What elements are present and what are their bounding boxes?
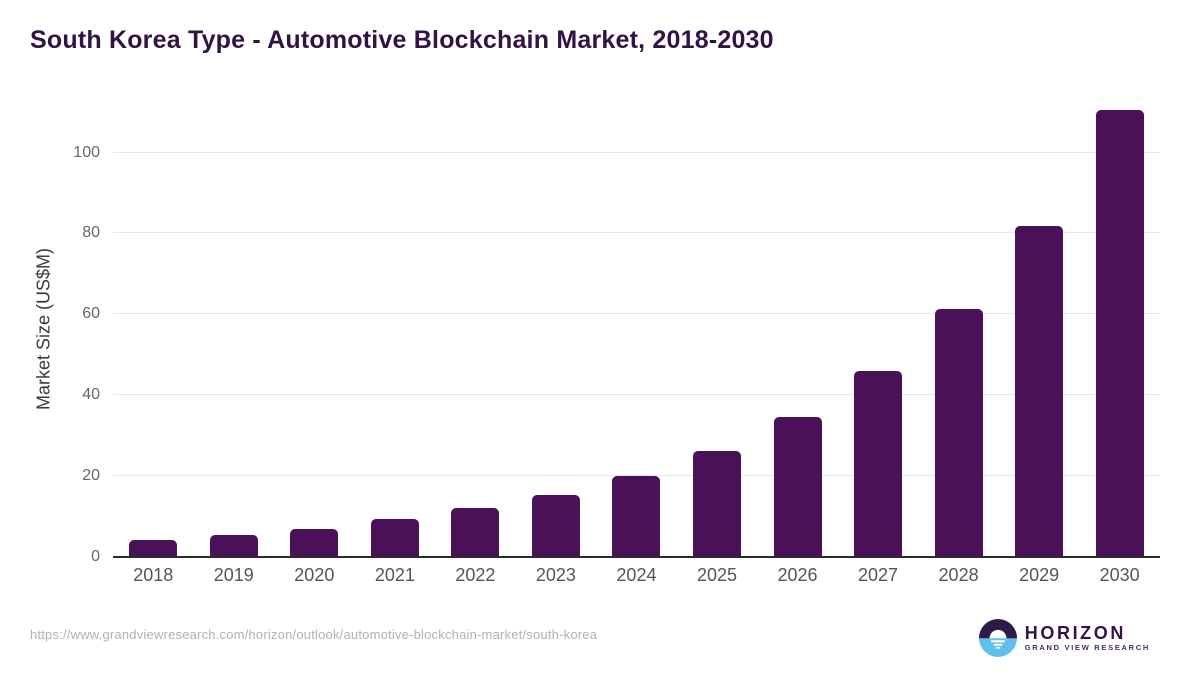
bar-slot-2027 — [838, 100, 919, 557]
bar-slot-2023 — [516, 100, 597, 557]
gridline-20 — [113, 475, 1160, 477]
x-tick-label-2027: 2027 — [858, 565, 899, 585]
gridline-100 — [113, 151, 1160, 153]
bar-2022 — [451, 508, 500, 557]
gridline-80 — [113, 232, 1160, 234]
bar-2020 — [290, 528, 339, 557]
bar-slot-2021 — [355, 100, 436, 557]
y-tick-label-80: 80 — [82, 224, 100, 242]
bar-slot-2025 — [677, 100, 758, 557]
x-axis-line — [113, 556, 1160, 558]
bar-2030 — [1095, 109, 1144, 557]
y-tick-label-0: 0 — [91, 548, 100, 565]
x-tick-label-2024: 2024 — [616, 565, 657, 585]
bar-slot-2020 — [274, 100, 355, 557]
x-tick-label-2026: 2026 — [777, 565, 818, 585]
bar-slot-2029 — [999, 100, 1080, 557]
x-tick-label-2020: 2020 — [294, 565, 335, 585]
bar-2025 — [692, 450, 741, 557]
logo-text: HORIZON GRAND VIEW RESEARCH — [1025, 623, 1150, 653]
x-tick-label-2025: 2025 — [696, 565, 737, 585]
sunset-circle-icon — [978, 619, 1017, 657]
horizon-logo: HORIZON GRAND VIEW RESEARCH — [978, 619, 1150, 657]
plot-area: 0 20 40 60 80 100 — [73, 100, 1160, 565]
y-tick-label-60: 60 — [82, 305, 100, 323]
bar-slot-2028 — [918, 100, 999, 557]
x-tick-label-2028: 2028 — [938, 565, 979, 585]
logo-brand: HORIZON — [1024, 623, 1126, 643]
bar-2023 — [531, 494, 580, 557]
x-tick-label-2030: 2030 — [1099, 565, 1140, 585]
bar-slot-2024 — [596, 100, 677, 557]
y-axis-title: Market Size (US$M) — [33, 247, 54, 411]
y-tick-label-20: 20 — [82, 467, 100, 485]
x-tick-label-2019: 2019 — [213, 565, 254, 585]
x-axis-labels: 2018 2019 2020 2021 2022 2023 2024 2025 2026 2027… — [113, 565, 1160, 586]
bar-2024 — [612, 475, 661, 557]
y-tick-label-100: 100 — [73, 143, 100, 161]
bar-slot-2026 — [757, 100, 838, 557]
bar-2018 — [129, 539, 178, 557]
logo-sub-brand: GRAND VIEW RESEARCH — [1024, 643, 1150, 652]
x-tick-label-2022: 2022 — [455, 565, 496, 585]
bar-2027 — [854, 371, 903, 557]
bar-series — [113, 100, 1160, 557]
bar-2028 — [934, 309, 983, 557]
bar-slot-2019 — [194, 100, 275, 557]
gridline-60 — [113, 313, 1160, 315]
gridline-40 — [113, 394, 1160, 396]
bar-slot-2022 — [435, 100, 516, 557]
bar-2021 — [370, 519, 419, 557]
chart-title: South Korea Type - Automotive Blockchain… — [30, 26, 774, 54]
x-tick-label-2021: 2021 — [374, 565, 415, 585]
bar-slot-2030 — [1079, 100, 1160, 557]
x-tick-label-2023: 2023 — [535, 565, 576, 585]
bar-2026 — [773, 417, 822, 557]
bar-2029 — [1015, 226, 1064, 557]
bar-2019 — [209, 534, 258, 557]
x-tick-label-2018: 2018 — [133, 565, 174, 585]
x-tick-label-2029: 2029 — [1019, 565, 1060, 585]
bar-slot-2018 — [113, 100, 194, 557]
y-tick-label-40: 40 — [82, 386, 100, 404]
source-url: https://www.grandviewresearch.com/horizo… — [30, 627, 598, 642]
